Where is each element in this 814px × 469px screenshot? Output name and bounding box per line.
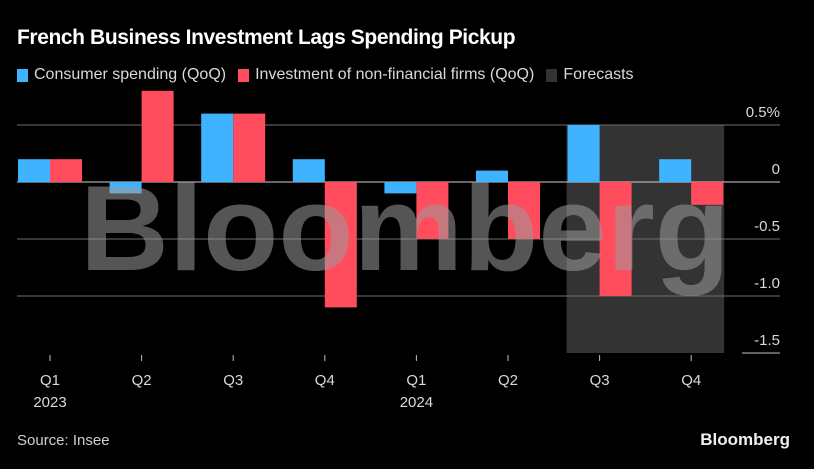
bar-investment [508,182,540,239]
x-tick-label: Q2 [132,372,152,389]
bar-consumer-spending [292,159,325,182]
x-tick-label: Q1 [406,372,426,389]
legend-label-consumer-spending: Consumer spending (QoQ) [34,66,227,83]
bar-investment [691,182,724,205]
source-note: Source: Insee [17,432,110,449]
bar-consumer-spending [384,182,417,194]
y-tick-label: 0 [772,161,780,178]
y-tick-label: -1.5 [754,332,780,349]
bar-investment [599,182,632,296]
y-tick-label: -1.0 [754,275,780,292]
bar-investment [324,182,357,308]
bar-investment [233,113,266,182]
bar-investment [141,90,174,182]
bloomberg-logo: Bloomberg [700,430,790,449]
chart-legend: Consumer spending (QoQ) Investment of no… [17,66,646,84]
chart-title: French Business Investment Lags Spending… [17,26,516,49]
bar-investment [50,159,82,182]
bar-consumer-spending [476,170,508,182]
x-tick-label: Q3 [590,372,610,389]
legend-item-investment: Investment of non-financial firms (QoQ) [238,66,534,84]
legend-swatch-investment [238,68,250,82]
x-tick-year-label: 2023 [33,394,66,411]
bar-consumer-spending [659,159,692,182]
x-tick-label: Q3 [223,372,243,389]
bloomberg-watermark: Bloomberg [80,160,730,296]
bar-consumer-spending [18,159,50,182]
bar-consumer-spending [201,113,234,182]
bar-investment [416,182,449,239]
x-tick-label: Q1 [40,372,60,389]
x-tick-label: Q2 [498,372,518,389]
y-tick-label: 0.5% [746,104,780,121]
legend-swatch-forecasts [546,68,558,82]
x-tick-label: Q4 [315,372,335,389]
legend-label-forecasts: Forecasts [563,66,634,83]
legend-item-consumer-spending: Consumer spending (QoQ) [17,66,226,84]
x-tick-label: Q4 [681,372,701,389]
legend-label-investment: Investment of non-financial firms (QoQ) [255,66,535,83]
bar-consumer-spending [567,125,600,182]
legend-swatch-consumer-spending [17,68,28,82]
bar-consumer-spending [109,182,142,194]
legend-item-forecasts: Forecasts [546,66,634,84]
y-tick-label: -0.5 [754,218,780,235]
x-tick-year-label: 2024 [400,394,433,411]
